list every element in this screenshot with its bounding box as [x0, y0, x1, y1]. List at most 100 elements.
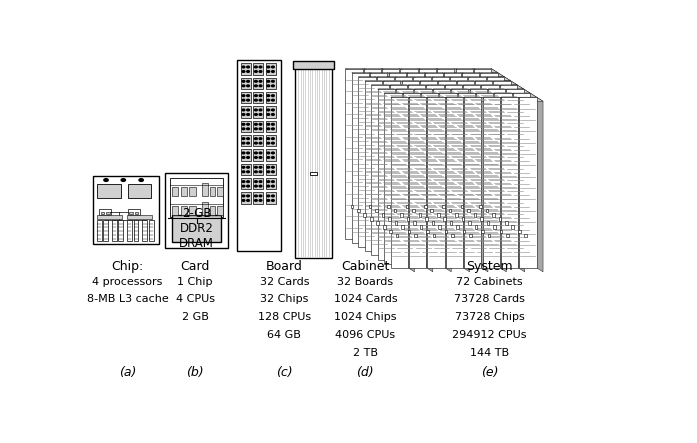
Polygon shape — [450, 77, 474, 81]
Bar — [468, 222, 471, 225]
Circle shape — [254, 167, 257, 168]
Circle shape — [272, 142, 275, 144]
Bar — [97, 214, 122, 218]
Polygon shape — [407, 85, 413, 260]
Polygon shape — [427, 97, 451, 101]
Bar — [409, 97, 427, 268]
Bar — [518, 229, 521, 233]
Bar — [254, 135, 263, 146]
Polygon shape — [394, 77, 401, 251]
Text: 144 TB: 144 TB — [470, 348, 509, 358]
Bar — [210, 206, 215, 215]
Polygon shape — [456, 69, 480, 73]
Polygon shape — [474, 69, 498, 73]
Circle shape — [254, 99, 257, 101]
Circle shape — [242, 99, 245, 101]
Polygon shape — [413, 89, 420, 264]
Bar — [512, 225, 514, 229]
Circle shape — [242, 70, 245, 72]
Bar — [237, 60, 280, 251]
Bar — [395, 77, 413, 247]
Bar — [474, 69, 491, 239]
Bar — [498, 217, 501, 221]
Circle shape — [267, 113, 270, 115]
Text: (d): (d) — [356, 366, 374, 379]
Polygon shape — [504, 77, 511, 251]
Bar — [407, 73, 424, 243]
Bar — [241, 192, 251, 204]
Bar — [241, 149, 251, 161]
Circle shape — [242, 124, 245, 125]
Polygon shape — [383, 81, 407, 85]
Bar — [254, 78, 263, 89]
Bar — [395, 222, 397, 225]
Bar — [181, 206, 187, 215]
Polygon shape — [491, 69, 498, 243]
Bar — [500, 85, 517, 256]
Circle shape — [259, 195, 262, 197]
Circle shape — [247, 142, 250, 144]
Polygon shape — [487, 77, 511, 81]
Polygon shape — [403, 93, 427, 97]
Text: 1 Chip: 1 Chip — [178, 276, 213, 287]
Polygon shape — [376, 77, 401, 81]
Polygon shape — [395, 77, 419, 81]
Bar — [394, 209, 397, 213]
Circle shape — [104, 179, 108, 182]
Bar — [365, 81, 382, 251]
Bar — [210, 187, 215, 196]
Circle shape — [247, 81, 250, 82]
Bar — [488, 233, 490, 237]
Bar — [468, 77, 486, 247]
Polygon shape — [382, 69, 406, 73]
Polygon shape — [482, 97, 488, 272]
Polygon shape — [413, 77, 437, 81]
Polygon shape — [425, 73, 449, 77]
Bar — [266, 192, 275, 204]
Circle shape — [247, 128, 250, 130]
Bar — [419, 213, 421, 217]
Circle shape — [267, 185, 270, 187]
Polygon shape — [436, 69, 443, 243]
Polygon shape — [401, 69, 424, 73]
Circle shape — [259, 171, 262, 173]
Bar — [352, 73, 369, 243]
Circle shape — [121, 179, 125, 182]
Text: Chip:: Chip: — [112, 260, 144, 272]
Polygon shape — [372, 85, 395, 89]
Bar — [134, 220, 139, 241]
Circle shape — [242, 109, 245, 111]
Polygon shape — [511, 81, 517, 256]
Bar — [345, 69, 362, 239]
Bar — [241, 178, 251, 189]
Circle shape — [267, 138, 270, 140]
Bar — [358, 77, 376, 247]
Polygon shape — [431, 77, 456, 81]
Text: (b): (b) — [186, 366, 204, 379]
Polygon shape — [462, 73, 486, 77]
Circle shape — [254, 185, 257, 187]
Bar — [500, 229, 503, 233]
Circle shape — [272, 85, 275, 87]
Polygon shape — [446, 97, 470, 101]
Circle shape — [254, 152, 257, 154]
Circle shape — [254, 124, 257, 125]
Circle shape — [259, 138, 262, 140]
Polygon shape — [396, 89, 420, 93]
Polygon shape — [427, 97, 433, 272]
Bar — [424, 205, 427, 208]
Circle shape — [272, 109, 275, 111]
Polygon shape — [482, 97, 506, 101]
Circle shape — [267, 181, 270, 183]
Bar — [433, 233, 435, 237]
Bar — [396, 89, 413, 260]
Circle shape — [254, 70, 257, 72]
Circle shape — [247, 167, 250, 168]
Bar — [505, 222, 507, 225]
Bar — [295, 62, 332, 258]
Polygon shape — [438, 93, 445, 268]
Bar — [464, 97, 482, 268]
Bar — [181, 187, 187, 196]
Text: 32 Chips: 32 Chips — [260, 294, 309, 304]
Circle shape — [259, 66, 262, 68]
